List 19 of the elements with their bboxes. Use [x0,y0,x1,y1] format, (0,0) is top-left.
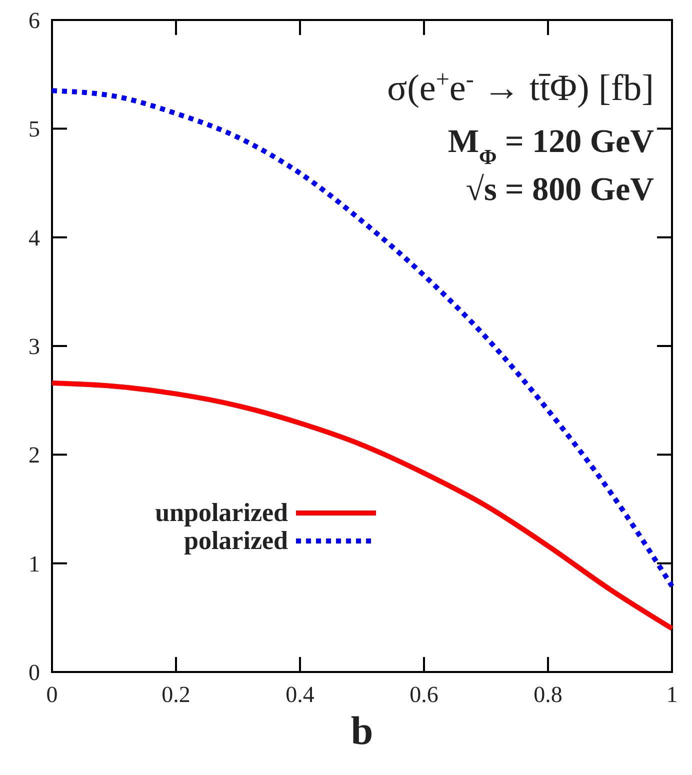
y-tick-label: 4 [28,225,40,250]
x-tick-label: 0 [46,682,58,707]
y-tick-label: 1 [28,551,40,576]
y-tick-label: 2 [28,442,40,468]
x-tick-label: 0.8 [534,682,562,707]
annotation: M$_{Φ}$ = 120 GeV [448,124,654,169]
legend-label: unpolarized [155,498,289,527]
text: σ(e$^{+}$e$^{-}$ → tt̄Φ) [fb] [387,67,654,109]
x-tick-label: 1 [666,682,678,707]
x-tick-label: 0.4 [286,682,315,707]
y-tick-label: 0 [28,660,40,685]
x-tick-label: 0.6 [410,682,438,707]
y-tick-label: 6 [28,8,40,33]
legend-label: polarized [184,526,289,555]
y-tick-label: 5 [28,116,40,142]
y-tick-label: 3 [28,334,40,359]
annotation: √s = 800 GeV [466,172,654,208]
x-axis-title: b [350,708,374,753]
x-tick-label: 0.2 [162,682,190,707]
